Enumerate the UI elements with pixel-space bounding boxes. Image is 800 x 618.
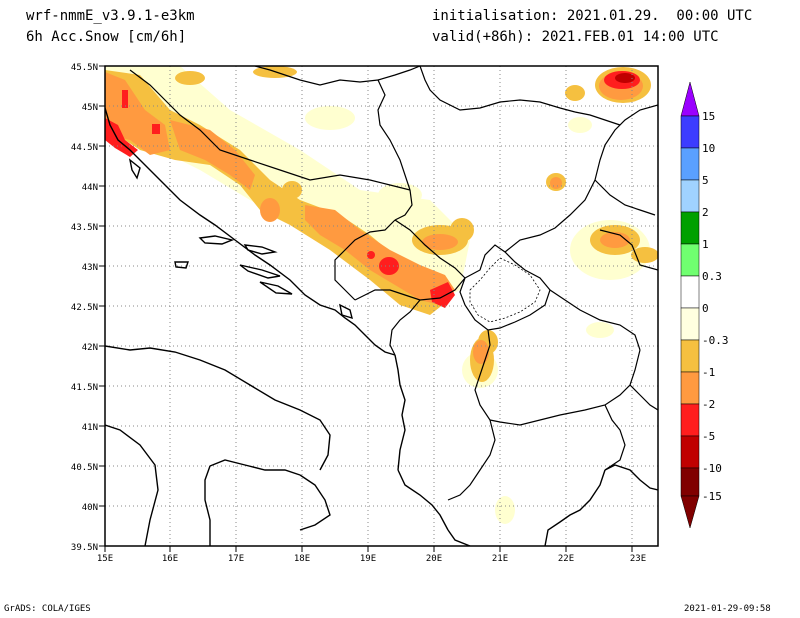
legend-arrow-top — [680, 81, 700, 117]
lat-label: 45.5N — [71, 63, 98, 73]
legend-label: 10 — [702, 142, 715, 155]
lon-label: 19E — [360, 554, 376, 564]
lon-label: 22E — [558, 554, 574, 564]
lat-label: 45N — [82, 103, 98, 113]
coastlines — [105, 107, 658, 546]
footer-timestamp: 2021-01-29-09:58 — [684, 604, 771, 614]
legend-label: 1 — [702, 238, 709, 251]
lon-labels: 15E 16E 17E 18E 19E 20E 21E 22E 23E — [97, 554, 646, 564]
legend-arrow-bottom — [680, 495, 700, 529]
legend-label: -2 — [702, 398, 715, 411]
kosovo-boundary — [469, 257, 541, 323]
lat-label: 41N — [82, 423, 98, 433]
legend-box — [680, 371, 700, 405]
legend-label: -1 — [702, 366, 715, 379]
legend-box — [680, 115, 700, 149]
legend-label: 2 — [702, 206, 709, 219]
lat-label: 40N — [82, 503, 98, 513]
lat-label: 43N — [82, 263, 98, 273]
legend-box — [680, 435, 700, 469]
tick-marks — [99, 65, 633, 552]
lat-label: 41.5N — [71, 383, 98, 393]
lat-label: 44.5N — [71, 143, 98, 153]
lon-label: 15E — [97, 554, 113, 564]
field-title: 6h Acc.Snow [cm/6h] — [26, 29, 187, 45]
legend-box — [680, 339, 700, 373]
lon-label: 20E — [426, 554, 442, 564]
legend-box — [680, 275, 700, 309]
lon-label: 17E — [228, 554, 244, 564]
valid-time: valid(+86h): 2021.FEB.01 14:00 UTC — [432, 29, 719, 45]
legend-label: -15 — [702, 490, 722, 503]
legend-box — [680, 467, 700, 497]
lon-label: 16E — [162, 554, 178, 564]
lon-label: 18E — [294, 554, 310, 564]
lon-label: 23E — [630, 554, 646, 564]
legend-box — [680, 147, 700, 181]
lat-labels: 45.5N 45N 44.5N 44N 43.5N 43N 42.5N 42N … — [71, 63, 98, 553]
legend-label: -10 — [702, 462, 722, 475]
lon-label: 21E — [492, 554, 508, 564]
footer-source: GrADS: COLA/IGES — [4, 604, 91, 614]
legend-label: -5 — [702, 430, 715, 443]
legend-box — [680, 211, 700, 245]
lat-label: 42N — [82, 343, 98, 353]
gridlines — [105, 66, 658, 546]
legend-label: 5 — [702, 174, 709, 187]
legend-label: 0 — [702, 302, 709, 315]
init-time: initialisation: 2021.01.29. 00:00 UTC — [432, 8, 753, 24]
legend-box — [680, 307, 700, 341]
lat-label: 44N — [82, 183, 98, 193]
borders — [129, 66, 658, 501]
legend-label: 0.3 — [702, 270, 722, 283]
legend-label: -0.3 — [702, 334, 729, 347]
snow-field — [105, 66, 658, 524]
lat-label: 40.5N — [71, 463, 98, 473]
legend-label: 15 — [702, 110, 715, 123]
lat-label: 39.5N — [71, 543, 98, 553]
lat-label: 43.5N — [71, 223, 98, 233]
snow-10cm — [615, 73, 635, 83]
color-legend: 15 10 5 2 1 0.3 0 -0.3 -1 -2 -5 -10 -15 — [680, 81, 729, 529]
legend-box — [680, 179, 700, 213]
legend-box — [680, 243, 700, 277]
legend-box — [680, 403, 700, 437]
model-title: wrf-nmmE_v3.9.1-e3km — [26, 8, 195, 24]
legend-labels: 15 10 5 2 1 0.3 0 -0.3 -1 -2 -5 -10 -15 — [702, 110, 729, 503]
lat-label: 42.5N — [71, 303, 98, 313]
